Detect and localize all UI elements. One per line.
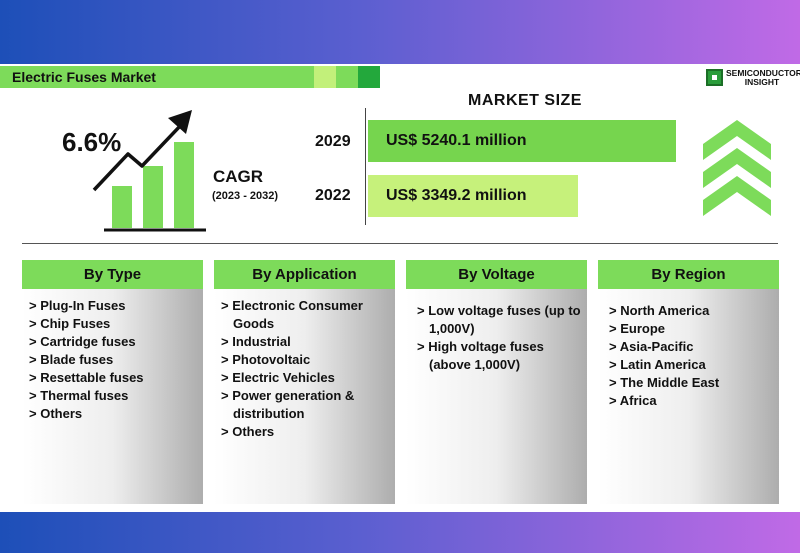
cagr-period: (2023 - 2032) (212, 190, 279, 202)
bottom-gradient-band (0, 512, 800, 553)
segment-list: Low voltage fuses (up to 1,000V) High vo… (406, 289, 587, 374)
segment-list: North America Europe Asia-Pacific Latin … (598, 289, 779, 410)
cagr-value: 6.6% (62, 127, 122, 157)
list-item: Europe (609, 320, 775, 338)
list-item: Low voltage fuses (up to 1,000V) (417, 302, 583, 338)
market-size-bar: US$ 3349.2 million (368, 175, 578, 217)
list-item: Asia-Pacific (609, 338, 775, 356)
growth-bar (174, 142, 194, 228)
segment-card-region: By Region North America Europe Asia-Paci… (598, 260, 779, 504)
list-item: Chip Fuses (29, 315, 199, 333)
list-item: North America (609, 302, 775, 320)
chip-icon (706, 69, 723, 86)
list-item: Power generation & distribution (221, 387, 391, 423)
segment-title: By Application (214, 260, 395, 289)
market-size-value: US$ 5240.1 million (386, 132, 527, 149)
market-size-bar: US$ 5240.1 million (368, 120, 676, 162)
market-size-value: US$ 3349.2 million (386, 187, 527, 204)
market-size-divider (365, 108, 366, 225)
logo-text: SEMICONDUCTOR INSIGHT (726, 68, 800, 87)
market-size-heading: MARKET SIZE (468, 92, 582, 109)
growth-chart-icon (92, 110, 206, 232)
list-item: Blade fuses (29, 351, 199, 369)
segment-card-voltage: By Voltage Low voltage fuses (up to 1,00… (406, 260, 587, 504)
title-accent-block (314, 66, 336, 88)
year-label: 2022 (315, 187, 351, 204)
list-item: The Middle East (609, 374, 775, 392)
segment-list: Plug-In Fuses Chip Fuses Cartridge fuses… (22, 289, 203, 423)
section-divider (22, 243, 778, 244)
list-item: Electronic Consumer Goods (221, 297, 391, 333)
list-item: High voltage fuses (above 1,000V) (417, 338, 583, 374)
trend-arrow-line (92, 122, 184, 192)
segment-list: Electronic Consumer Goods Industrial Pho… (214, 289, 395, 441)
list-item: Electric Vehicles (221, 369, 391, 387)
segment-title: By Region (598, 260, 779, 289)
list-item: Resettable fuses (29, 369, 199, 387)
chevron-up-icon (703, 120, 771, 216)
list-item: Others (29, 405, 199, 423)
growth-bar (112, 186, 132, 228)
segment-card-type: By Type Plug-In Fuses Chip Fuses Cartrid… (22, 260, 203, 504)
title-accent-block (358, 66, 380, 88)
list-item: Others (221, 423, 391, 441)
segment-title: By Type (22, 260, 203, 289)
title-accent-block (336, 66, 358, 88)
arrow-head-icon (168, 110, 192, 134)
list-item: Latin America (609, 356, 775, 374)
semiconductor-insight-logo: SEMICONDUCTOR INSIGHT (706, 68, 800, 87)
list-item: Africa (609, 392, 775, 410)
page-title: Electric Fuses Market (12, 69, 156, 85)
list-item: Cartridge fuses (29, 333, 199, 351)
top-gradient-band (0, 0, 800, 64)
year-label: 2029 (315, 133, 351, 150)
list-item: Plug-In Fuses (29, 297, 199, 315)
list-item: Industrial (221, 333, 391, 351)
list-item: Thermal fuses (29, 387, 199, 405)
cagr-label: CAGR (213, 167, 264, 186)
growth-bar (143, 166, 163, 228)
segment-card-application: By Application Electronic Consumer Goods… (214, 260, 395, 504)
list-item: Photovoltaic (221, 351, 391, 369)
segment-title: By Voltage (406, 260, 587, 289)
title-bar: Electric Fuses Market (0, 66, 314, 88)
